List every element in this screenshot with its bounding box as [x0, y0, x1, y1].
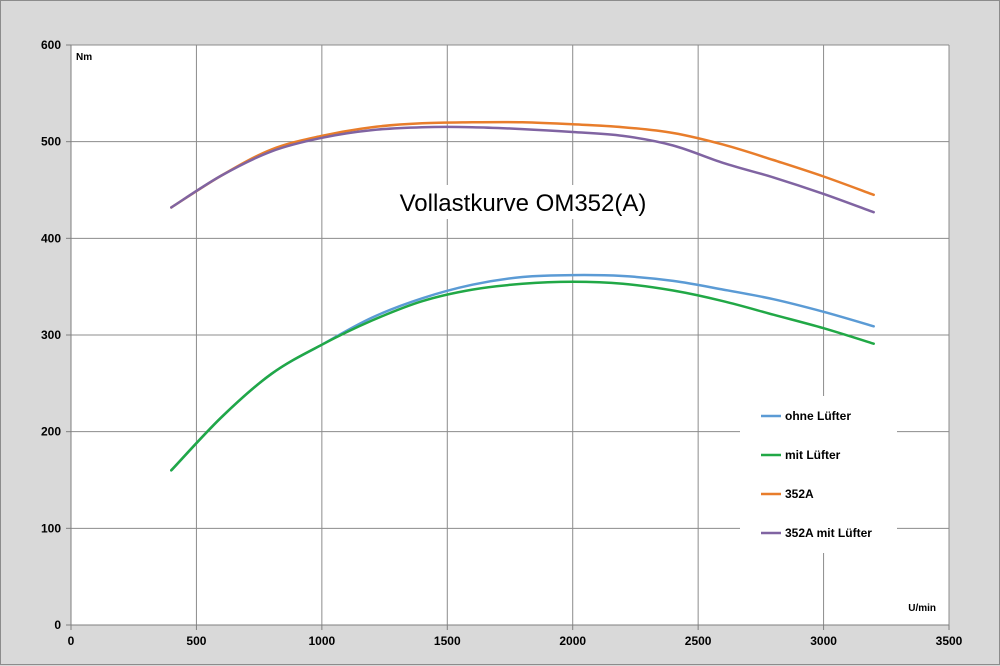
x-axis-label: U/min	[908, 603, 936, 614]
x-tick-label: 3500	[936, 634, 963, 648]
x-tick-label: 1000	[309, 634, 336, 648]
legend-label: ohne Lüfter	[785, 409, 851, 423]
x-tick-label: 1500	[434, 634, 461, 648]
legend-items: ohne Lüfter mit Lüfter 352A 352A mit Lüfter	[761, 409, 872, 540]
legend-label: 352A	[785, 487, 814, 501]
y-axis-label: Nm	[76, 52, 92, 63]
x-tick-label: 2000	[559, 634, 586, 648]
chart-title: Vollastkurve OM352(A)	[400, 190, 647, 217]
x-tick-label: 500	[186, 634, 206, 648]
legend-entry: mit Lüfter	[761, 448, 841, 462]
legend-entry: ohne Lüfter	[761, 409, 851, 423]
tick-labels: 0 100 200 300 400 500 600 0 500 1000 1500 2000 2500 3…	[41, 38, 963, 648]
legend: ohne Lüfter mit Lüfter 352A 352A mit Lüfter	[740, 396, 897, 553]
axes	[66, 44, 950, 630]
y-tick-label: 200	[41, 425, 61, 439]
legend-entry: 352A mit Lüfter	[761, 526, 872, 540]
legend-label: mit Lüfter	[785, 448, 841, 462]
y-tick-label: 600	[41, 38, 61, 52]
y-tick-label: 100	[41, 521, 61, 535]
y-tick-label: 300	[41, 328, 61, 342]
y-tick-label: 500	[41, 135, 61, 149]
y-tick-label: 0	[54, 618, 61, 632]
legend-entry: 352A	[761, 487, 814, 501]
x-tick-label: 3000	[810, 634, 837, 648]
y-tick-label: 400	[41, 231, 61, 245]
grid-lines	[71, 44, 950, 625]
series-line-3	[170, 120, 875, 209]
x-tick-label: 2500	[685, 634, 712, 648]
chart-title-background	[385, 185, 661, 219]
x-tick-label: 0	[68, 634, 75, 648]
series-lines	[170, 120, 875, 472]
legend-box	[740, 396, 897, 553]
series-line-2	[170, 280, 875, 472]
legend-label: 352A mit Lüfter	[785, 526, 872, 540]
series-line-4	[170, 125, 875, 214]
